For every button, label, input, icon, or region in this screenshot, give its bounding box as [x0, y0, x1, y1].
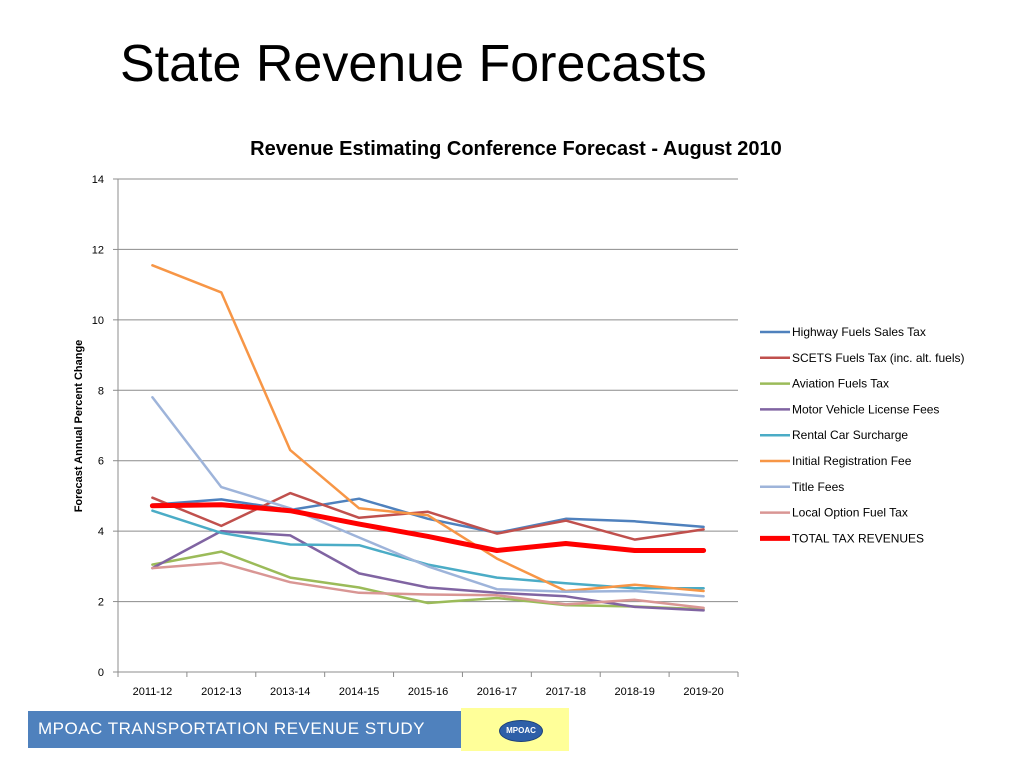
legend-label: SCETS Fuels Tax (inc. alt. fuels)	[792, 351, 965, 365]
footer-bar: MPOAC TRANSPORTATION REVENUE STUDY	[28, 711, 461, 748]
legend-label: TOTAL TAX REVENUES	[792, 531, 924, 545]
tick-labels: 0 2 4 6 8 10 12 14 2011-12 2012-13 2013-14 2014-15 2…	[92, 174, 724, 698]
x-tick-label: 2011-12	[133, 686, 173, 698]
y-tick-label: 0	[98, 667, 104, 679]
y-tick-label: 8	[98, 385, 104, 397]
x-tick-label: 2012-13	[201, 686, 241, 698]
x-tick-label: 2013-14	[270, 686, 310, 698]
y-axis-label: Forecast Annual Percent Change	[73, 340, 85, 513]
y-tick-label: 12	[92, 244, 104, 256]
legend-label: Motor Vehicle License Fees	[792, 402, 939, 416]
legend-label: Aviation Fuels Tax	[792, 377, 889, 391]
series-line-2	[151, 550, 705, 611]
x-tick-label: 2017-18	[546, 686, 586, 698]
axes	[113, 178, 739, 677]
x-tick-label: 2015-16	[408, 686, 448, 698]
x-tick-label: 2016-17	[477, 686, 517, 698]
legend-label: Initial Registration Fee	[792, 454, 912, 468]
x-tick-label: 2019-20	[683, 686, 723, 698]
series-line-7	[151, 561, 705, 610]
series-lines	[149, 264, 707, 612]
y-tick-label: 4	[98, 526, 104, 538]
series-line-1	[151, 491, 705, 541]
mpoac-logo: MPOAC	[499, 720, 543, 742]
series-line-3	[151, 529, 705, 612]
legend: Highway Fuels Sales Tax SCETS Fuels Tax (…	[760, 325, 965, 545]
footer-logo-box: MPOAC	[461, 708, 569, 751]
legend-label: Highway Fuels Sales Tax	[792, 325, 926, 339]
legend-label: Rental Car Surcharge	[792, 428, 908, 442]
chart-title: Revenue Estimating Conference Forecast -…	[250, 138, 782, 160]
y-tick-label: 6	[98, 456, 104, 468]
y-tick-label: 14	[92, 174, 104, 186]
footer-text: MPOAC TRANSPORTATION REVENUE STUDY	[38, 719, 425, 738]
y-tick-label: 10	[92, 315, 104, 327]
series-line-6	[151, 396, 705, 598]
slide-title: State Revenue Forecasts	[120, 35, 707, 93]
x-tick-label: 2014-15	[339, 686, 379, 698]
legend-label: Title Fees	[792, 480, 844, 494]
legend-label: Local Option Fuel Tax	[792, 506, 908, 520]
series-line-8	[149, 502, 707, 553]
x-tick-label: 2018-19	[614, 686, 654, 698]
y-tick-label: 2	[98, 597, 104, 609]
series-line-5	[151, 264, 705, 593]
series-line-0	[151, 497, 705, 535]
